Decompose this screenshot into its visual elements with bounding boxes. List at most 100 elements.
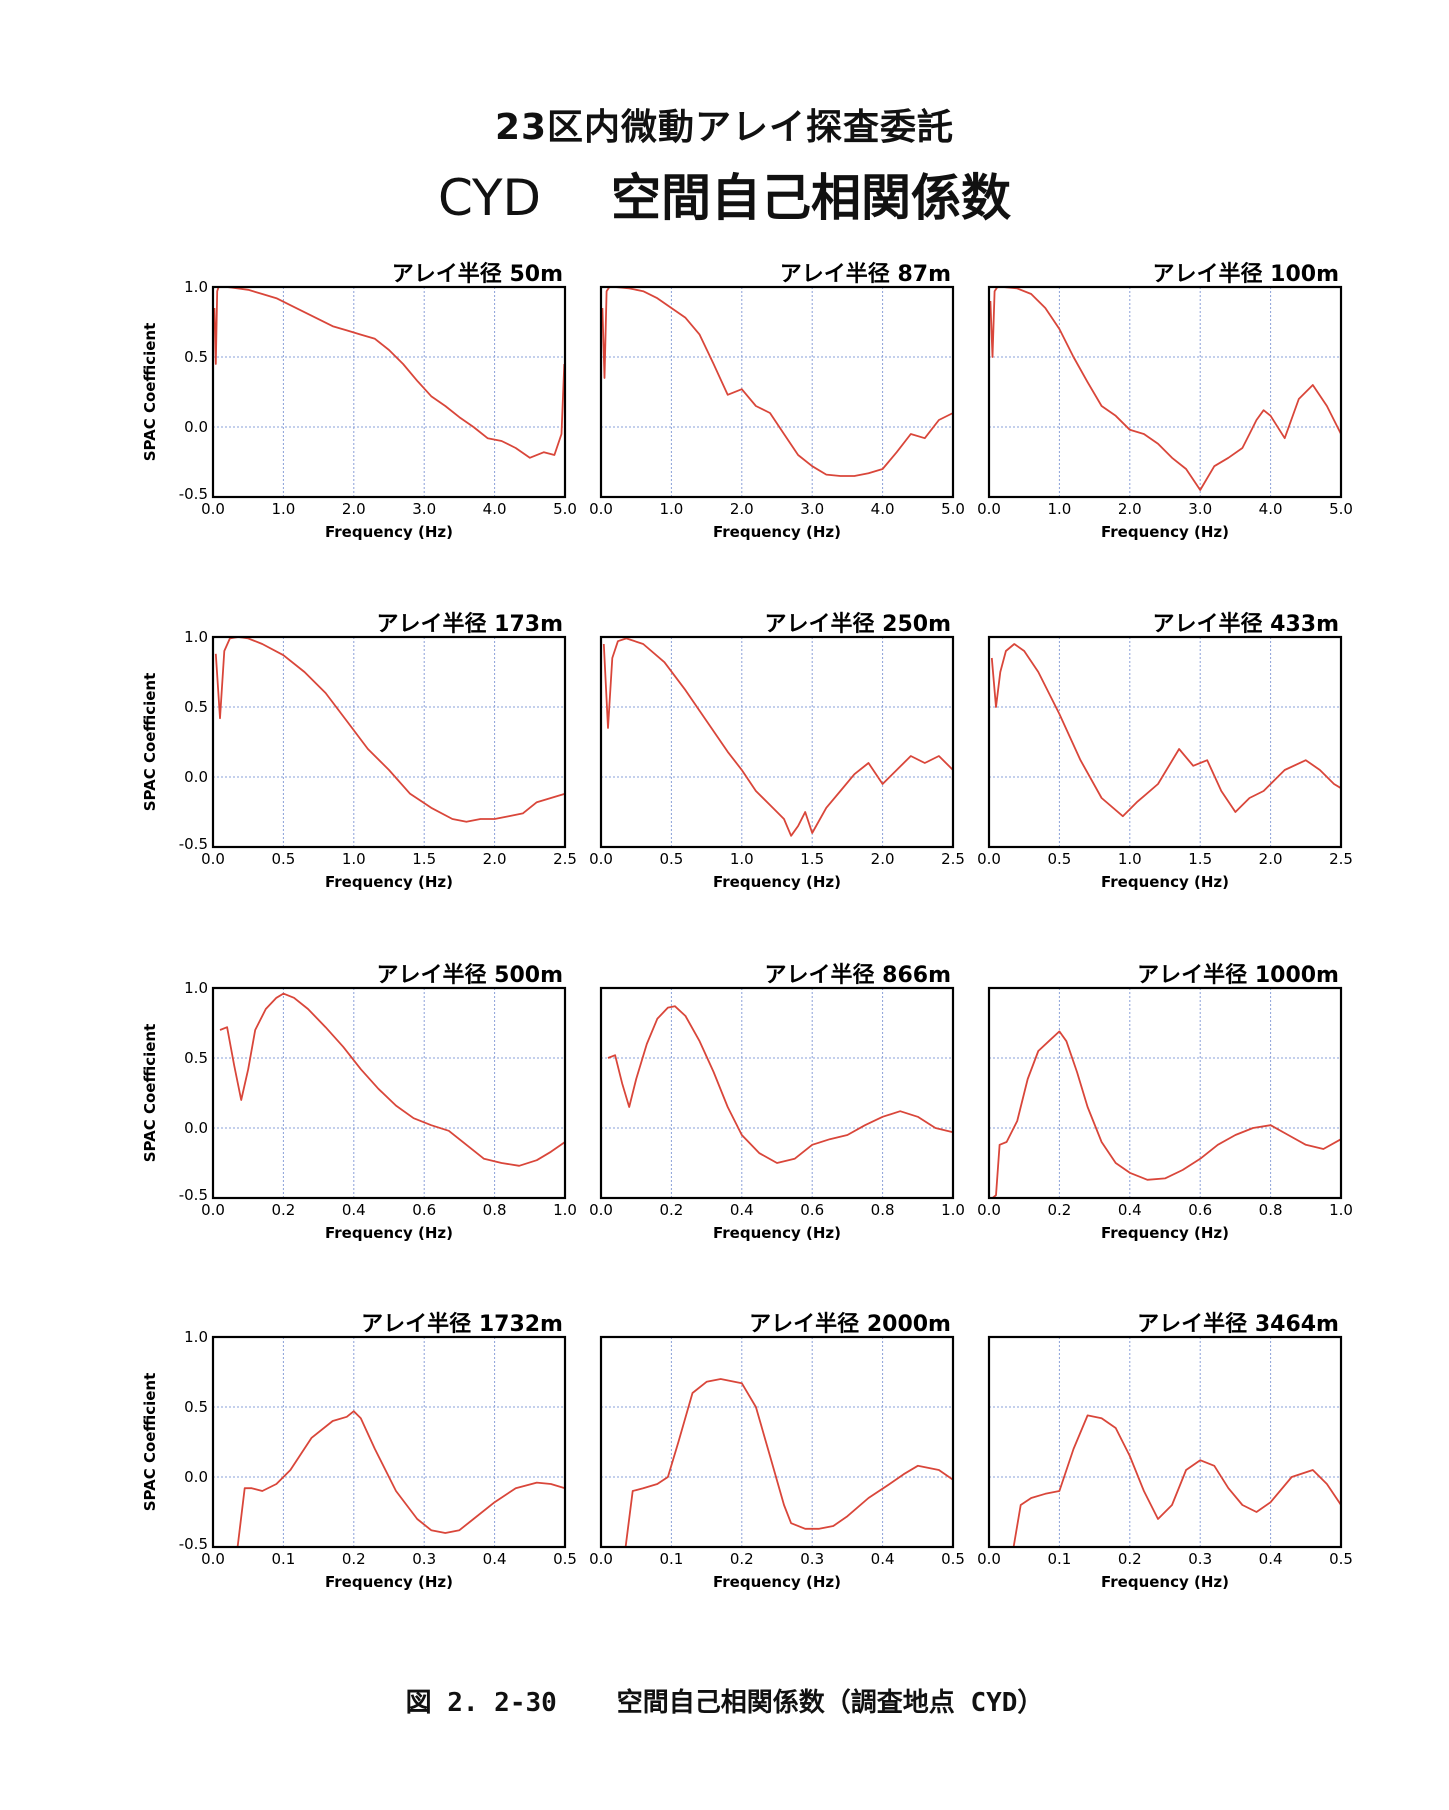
chart-title: アレイ半径 1732m (361, 1311, 563, 1337)
x-tick-label: 0.0 (201, 850, 225, 868)
plot-frame (211, 986, 567, 1200)
chart-panel-7: アレイ半径 500m 0.0 0.2 0.4 0.6 0.8 1.0 Frequency (H… (141, 962, 577, 1242)
plot-frame (211, 285, 567, 499)
x-axis-label: Frequency (Hz) (1101, 1224, 1229, 1242)
x-tick-label: 0.4 (1118, 1201, 1142, 1219)
figure-title: CYD 空間自己相関係数 (0, 158, 1449, 230)
chart-title: アレイ半径 2000m (749, 1311, 951, 1337)
x-tick-label: 1.0 (941, 1201, 965, 1219)
x-tick-label: 0.0 (589, 500, 613, 518)
x-axis-label: Frequency (Hz) (1101, 1573, 1229, 1591)
x-tick-label: 5.0 (1329, 500, 1353, 518)
chart-title: アレイ半径 433m (1152, 611, 1339, 637)
figure-number: 図 2. 2-30 (405, 1688, 557, 1718)
y-tick-label: 0.0 (184, 768, 208, 786)
spac-curve (219, 992, 566, 1167)
chart-title: アレイ半径 1000m (1137, 962, 1339, 988)
y-tick-label: -0.5 (179, 1186, 208, 1204)
y-axis-label: SPAC Coefficient (141, 1373, 159, 1512)
plot-frame (599, 285, 955, 499)
x-tick-label: 0.5 (1047, 850, 1071, 868)
chart-title: アレイ半径 173m (376, 611, 563, 637)
y-axis-label: SPAC Coefficient (141, 323, 159, 462)
chart-title: アレイ半径 100m (1152, 261, 1339, 287)
x-tick-label: 5.0 (941, 500, 965, 518)
x-tick-label: 2.5 (941, 850, 965, 868)
x-tick-label: 0.2 (730, 1550, 754, 1568)
chart-panel-12: アレイ半径 3464m 0.0 0.1 0.2 0.3 0.4 0.5 Frequency (… (977, 1311, 1353, 1591)
x-tick-label: 0.5 (941, 1550, 965, 1568)
y-tick-label: 0.5 (184, 1398, 208, 1416)
chart-panel-10: アレイ半径 1732m 0.0 0.1 0.2 0.3 0.4 0.5 Frequency (… (141, 1311, 577, 1591)
x-tick-label: 3.0 (412, 500, 436, 518)
x-tick-label: 2.0 (1259, 850, 1283, 868)
x-tick-label: 0.0 (589, 1201, 613, 1219)
x-tick-label: 0.4 (342, 1201, 366, 1219)
chart-title: アレイ半径 3464m (1137, 1311, 1339, 1337)
x-tick-label: 4.0 (1259, 500, 1283, 518)
x-axis-label: Frequency (Hz) (325, 873, 453, 891)
x-tick-label: 1.0 (730, 850, 754, 868)
y-tick-label: 1.0 (184, 278, 208, 296)
x-tick-label: 0.4 (730, 1201, 754, 1219)
chart-panel-9: アレイ半径 1000m 0.0 0.2 0.4 0.6 0.8 1.0 Frequency (… (977, 962, 1353, 1242)
x-tick-label: 2.5 (553, 850, 577, 868)
x-axis-label: Frequency (Hz) (1101, 873, 1229, 891)
spac-curve (236, 1410, 566, 1548)
report-title: 23区内微動アレイ探査委託 (494, 107, 955, 148)
chart-panel-2: アレイ半径 87m 0.0 1.0 2.0 3.0 4.0 5.0 Frequency (Hz… (589, 261, 965, 541)
y-tick-label: 0.5 (184, 348, 208, 366)
x-tick-label: 1.0 (1047, 500, 1071, 518)
plot-frame (987, 1335, 1343, 1549)
y-tick-label: 0.0 (184, 1119, 208, 1137)
chart-panel-11: アレイ半径 2000m 0.0 0.1 0.2 0.3 0.4 0.5 Frequency (… (589, 1311, 965, 1591)
y-axis-label: SPAC Coefficient (141, 1024, 159, 1163)
plot-frame (599, 1335, 955, 1549)
spac-curve (991, 1030, 1342, 1199)
figure-title-text: 空間自己相関係数 (611, 169, 1012, 227)
x-tick-label: 1.0 (342, 850, 366, 868)
x-tick-label: 1.0 (659, 500, 683, 518)
x-tick-label: 4.0 (483, 500, 507, 518)
plot-frame (599, 986, 955, 1200)
x-tick-label: 0.0 (977, 1201, 1001, 1219)
x-tick-label: 2.0 (1118, 500, 1142, 518)
plot-frame (211, 1335, 567, 1549)
plot-frame (599, 635, 955, 849)
x-tick-label: 0.8 (1259, 1201, 1283, 1219)
x-tick-label: 0.6 (412, 1201, 436, 1219)
spac-curve (989, 286, 1342, 491)
spac-curve (990, 643, 1342, 818)
x-tick-label: 0.1 (271, 1550, 295, 1568)
x-tick-label: 2.0 (730, 500, 754, 518)
y-tick-label: 1.0 (184, 1328, 208, 1346)
x-tick-label: 0.1 (659, 1550, 683, 1568)
chart-panel-4: アレイ半径 173m 0.0 0.5 1.0 1.5 2.0 2.5 Frequency (H… (141, 611, 577, 891)
x-tick-label: 0.2 (659, 1201, 683, 1219)
x-tick-label: 0.6 (800, 1201, 824, 1219)
y-tick-label: 0.5 (184, 698, 208, 716)
chart-title: アレイ半径 250m (764, 611, 951, 637)
x-axis-label: Frequency (Hz) (713, 523, 841, 541)
x-tick-label: 3.0 (1188, 500, 1212, 518)
x-tick-label: 0.0 (201, 1201, 225, 1219)
x-tick-label: 2.5 (1329, 850, 1353, 868)
x-axis-label: Frequency (Hz) (1101, 523, 1229, 541)
x-tick-label: 0.0 (589, 850, 613, 868)
x-tick-label: 0.0 (977, 500, 1001, 518)
spac-curve (607, 1005, 954, 1164)
x-tick-label: 0.4 (871, 1550, 895, 1568)
x-tick-label: 0.5 (271, 850, 295, 868)
x-tick-label: 2.0 (871, 850, 895, 868)
y-tick-label: 1.0 (184, 979, 208, 997)
x-tick-label: 2.0 (342, 500, 366, 518)
x-tick-label: 2.0 (483, 850, 507, 868)
y-tick-label: -0.5 (179, 485, 208, 503)
x-tick-label: 0.5 (1329, 1550, 1353, 1568)
y-tick-label: 0.0 (184, 418, 208, 436)
x-tick-label: 0.0 (977, 1550, 1001, 1568)
x-tick-label: 1.5 (1188, 850, 1212, 868)
x-tick-label: 0.4 (1259, 1550, 1283, 1568)
chart-title: アレイ半径 500m (376, 962, 563, 988)
spac-curve (214, 636, 566, 823)
